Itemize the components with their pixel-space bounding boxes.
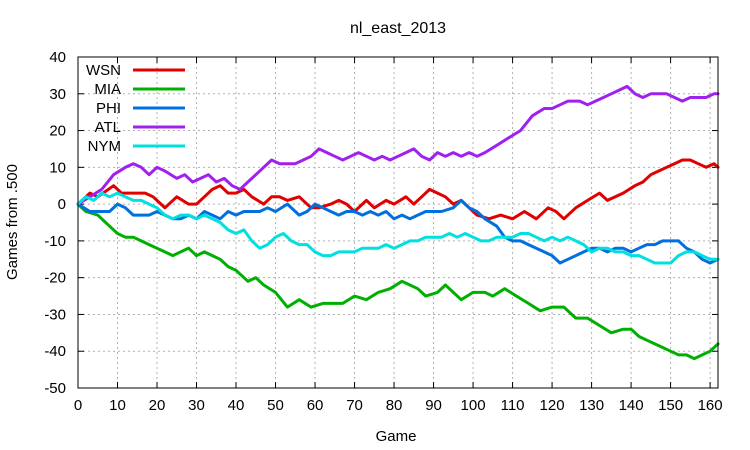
- y-axis-label: Games from .500: [4, 164, 21, 280]
- legend-label-atl: ATL: [95, 119, 121, 136]
- plot-frame: [77, 56, 719, 389]
- x-tick-label: 20: [149, 397, 166, 414]
- y-tick-label: -30: [44, 306, 66, 323]
- y-tick-label: 20: [49, 123, 66, 140]
- series-layer: [76, 84, 720, 361]
- y-tick-label: -10: [44, 233, 66, 250]
- series-line-nym: [76, 191, 720, 265]
- x-tick-label: 60: [307, 397, 324, 414]
- x-tick-label: 100: [461, 397, 486, 414]
- y-tick-label: 0: [58, 196, 66, 213]
- y-tick-label: 30: [49, 86, 66, 103]
- x-tick-label: 10: [109, 397, 126, 414]
- x-tick-label: 140: [619, 397, 644, 414]
- x-tick-label: 70: [346, 397, 363, 414]
- x-tick-label: 150: [658, 397, 683, 414]
- y-tick-label: -50: [44, 380, 66, 397]
- y-tick-label: -20: [44, 270, 66, 287]
- legend-label-mia: MIA: [94, 81, 121, 98]
- y-tick-label: 10: [49, 159, 66, 176]
- x-tick-label: 130: [579, 397, 604, 414]
- x-tick-label: 30: [188, 397, 205, 414]
- y-tick-label: -40: [44, 343, 66, 360]
- legend: WSN MIA PHI ATL NYM: [86, 62, 185, 155]
- grid-layer: [78, 57, 718, 388]
- x-tick-label: 80: [386, 397, 403, 414]
- x-tick-label: 0: [74, 397, 82, 414]
- series-line-mia: [76, 202, 720, 361]
- x-tick-label: 110: [501, 397, 525, 414]
- chart-title: nl_east_2013: [350, 20, 446, 37]
- x-axis-label: Game: [376, 428, 417, 445]
- legend-label-phi: PHI: [96, 100, 121, 117]
- x-tick-label: 90: [425, 397, 442, 414]
- series-line-wsn: [76, 158, 720, 221]
- x-tick-label: 120: [540, 397, 565, 414]
- tick-layer: -50 -40 -30 -20 -10 0 10 20 30 40 0 10 20 30 40 50 60 70 8…: [44, 49, 722, 414]
- y-tick-label: 40: [49, 49, 66, 66]
- legend-label-wsn: WSN: [86, 62, 121, 79]
- series-line-atl: [76, 84, 720, 206]
- x-tick-label: 160: [698, 397, 723, 414]
- legend-label-nym: NYM: [88, 138, 121, 155]
- x-tick-label: 40: [228, 397, 245, 414]
- x-tick-label: 50: [267, 397, 284, 414]
